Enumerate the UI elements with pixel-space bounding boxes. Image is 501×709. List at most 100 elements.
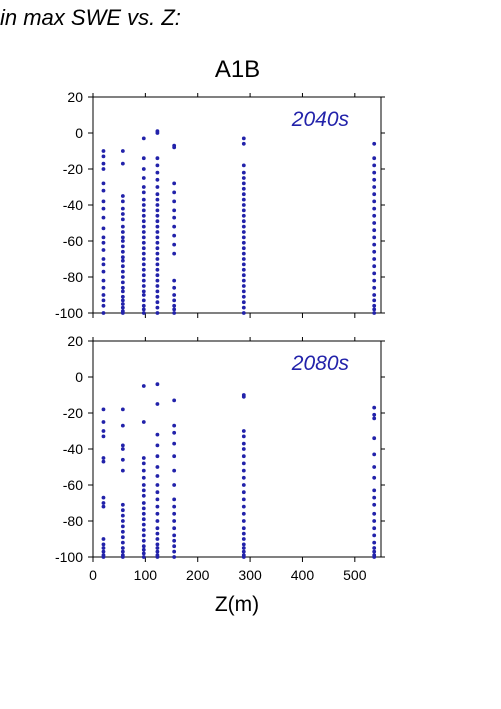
data-point [120, 294, 125, 299]
data-point [141, 522, 146, 527]
data-point [172, 242, 177, 247]
data-point [155, 402, 160, 406]
data-point [101, 215, 106, 220]
data-point [141, 289, 146, 294]
data-point [141, 203, 146, 207]
data-point [120, 549, 125, 554]
data-point [155, 497, 160, 502]
data-point [372, 526, 377, 531]
data-point [141, 384, 146, 388]
data-point [372, 285, 377, 290]
data-point [120, 540, 125, 545]
data-point [241, 213, 246, 218]
data-point [241, 219, 246, 224]
data-point [120, 249, 125, 254]
data-point [120, 264, 125, 269]
data-point [120, 269, 125, 274]
data-point [241, 519, 246, 523]
y-tick-label: -60 [63, 477, 83, 493]
data-point [241, 504, 246, 509]
data-point [372, 163, 377, 168]
data-point [241, 475, 246, 480]
data-point [120, 519, 125, 523]
data-point [141, 493, 146, 498]
data-point [101, 262, 106, 267]
data-point [141, 267, 146, 272]
data-point [172, 533, 177, 538]
data-point [141, 456, 146, 460]
data-point [241, 230, 246, 234]
data-point [120, 239, 125, 243]
data-point [155, 546, 160, 550]
data-point [172, 285, 177, 290]
data-point [172, 504, 177, 509]
data-point [101, 149, 106, 153]
data-point [141, 483, 146, 487]
data-point [155, 305, 160, 310]
chart-title: A1B [214, 56, 261, 83]
data-point [120, 206, 125, 211]
data-point [141, 511, 146, 516]
data-point [241, 136, 246, 141]
data-point [241, 278, 246, 283]
data-point [372, 436, 377, 441]
data-point [120, 235, 125, 240]
data-point [141, 251, 146, 256]
data-point [372, 416, 377, 421]
y-tick-label: -20 [63, 161, 83, 177]
data-point [172, 181, 177, 186]
panel-label: 2040s [291, 108, 350, 131]
data-point [141, 293, 146, 297]
panel-label: 2080s [291, 352, 350, 375]
data-point [141, 190, 146, 195]
data-point [372, 170, 377, 175]
data-point [241, 192, 246, 197]
data-point [141, 528, 146, 532]
data-point [120, 280, 125, 285]
data-point [120, 535, 125, 540]
data-point [155, 192, 160, 197]
data-point [101, 311, 106, 315]
data-point [155, 267, 160, 272]
data-point [241, 429, 246, 433]
data-point [101, 542, 106, 547]
data-point [155, 443, 160, 448]
data-point [241, 203, 246, 207]
data-point [172, 549, 177, 554]
data-point [141, 185, 146, 189]
data-point [241, 531, 246, 536]
y-tick-label: 20 [67, 89, 83, 105]
data-point [155, 542, 160, 547]
data-point [120, 502, 125, 507]
data-point [120, 199, 125, 204]
data-point [155, 289, 160, 294]
data-point [155, 454, 160, 459]
data-point [241, 208, 246, 213]
data-point [172, 497, 177, 502]
data-point [141, 257, 146, 261]
data-point [241, 434, 246, 439]
data-point [241, 549, 246, 554]
data-point [120, 194, 125, 198]
data-point [141, 136, 146, 141]
data-point [241, 305, 246, 310]
data-point [241, 300, 246, 305]
data-point [172, 145, 177, 150]
data-point [241, 483, 246, 487]
data-point [155, 197, 160, 202]
data-point [141, 538, 146, 543]
data-point [155, 278, 160, 283]
data-point [241, 526, 246, 531]
data-point [141, 461, 146, 466]
data-point [101, 257, 106, 261]
data-point [120, 217, 125, 222]
data-point [120, 255, 125, 260]
data-point [172, 307, 177, 312]
y-tick-label: 0 [75, 125, 83, 141]
data-point [241, 289, 246, 294]
data-point [241, 240, 246, 245]
data-point [241, 181, 246, 186]
data-point [101, 269, 106, 274]
data-point [101, 161, 106, 166]
data-point [372, 293, 377, 297]
